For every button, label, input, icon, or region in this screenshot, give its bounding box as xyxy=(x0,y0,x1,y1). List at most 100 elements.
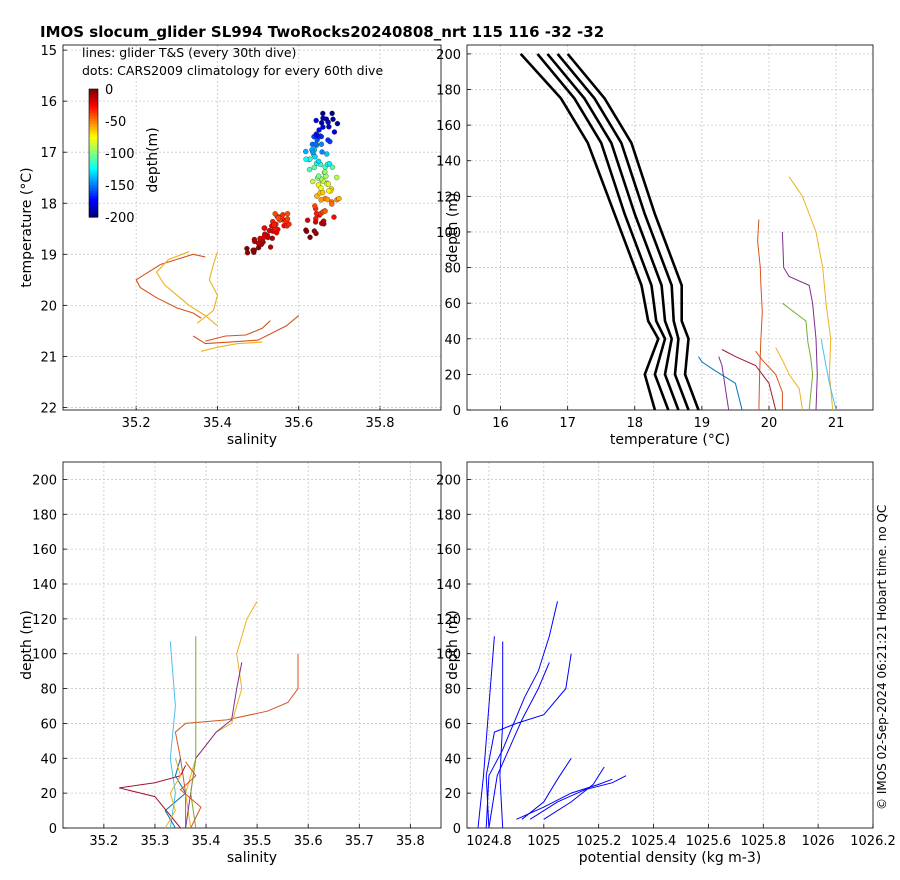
salinity-profile-line xyxy=(164,758,182,829)
climatology-dot xyxy=(250,247,256,253)
x-tick-label: 1025.6 xyxy=(686,834,732,849)
climatology-dot xyxy=(267,244,274,250)
climatology-profile-line xyxy=(556,53,690,411)
colorbar-segment xyxy=(89,113,98,116)
colorbar-segment xyxy=(89,135,98,138)
y-tick-label: 20 xyxy=(444,787,461,802)
climatology-dot xyxy=(271,222,277,228)
climatology-dot xyxy=(303,156,309,162)
legend-note: dots: CARS2009 climatology for every 60t… xyxy=(82,63,383,78)
climatology-dot xyxy=(318,141,325,147)
glider-temperature-profile xyxy=(775,347,803,411)
colorbar-tick-label: -200 xyxy=(105,211,135,226)
colorbar-segment xyxy=(89,159,98,162)
y-tick-label: 0 xyxy=(49,822,57,837)
colorbar-segment xyxy=(89,105,98,108)
climatology-dot xyxy=(312,154,318,160)
y-tick-label: 17 xyxy=(40,146,57,161)
y-tick-label: 140 xyxy=(436,578,461,593)
y-tick-label: 200 xyxy=(436,48,461,63)
climatology-dot xyxy=(318,197,324,203)
colorbar-segment xyxy=(89,171,98,174)
colorbar-segment xyxy=(89,109,98,112)
y-tick-label: 18 xyxy=(40,197,57,212)
climatology-dot xyxy=(261,234,267,241)
climatology-dot xyxy=(315,173,322,179)
colorbar-segment xyxy=(89,97,98,100)
x-tick-label: 1025 xyxy=(527,834,560,849)
climatology-dot xyxy=(325,181,332,187)
x-tick-label: 19 xyxy=(694,416,711,431)
x-tick-label: 1024.8 xyxy=(466,834,512,849)
figure-title: IMOS slocum_glider SL994 TwoRocks2024080… xyxy=(40,23,604,41)
climatology-profile-line xyxy=(519,53,660,411)
density-profile-line xyxy=(499,641,504,829)
x-axis-label: temperature (°C) xyxy=(610,432,730,448)
colorbar-segment xyxy=(89,175,98,178)
colorbar-segment xyxy=(89,209,98,212)
colorbar-segment xyxy=(89,101,98,104)
climatology-dot xyxy=(330,116,336,122)
colorbar-segment xyxy=(89,111,98,114)
glider-ts-line xyxy=(196,251,219,324)
y-tick-label: 40 xyxy=(444,333,461,348)
y-tick-label: 160 xyxy=(436,119,461,134)
climatology-dot xyxy=(315,158,322,165)
y-axis-label: temperature (°C) xyxy=(19,167,35,287)
colorbar-segment xyxy=(89,215,98,218)
colorbar-segment xyxy=(89,167,98,170)
colorbar-segment xyxy=(89,143,98,146)
glider-ts-line xyxy=(135,253,206,319)
glider-temperature-profile xyxy=(788,176,834,411)
climatology-profile-line xyxy=(566,53,700,411)
colorbar-frame xyxy=(88,88,99,218)
colorbar-segment xyxy=(89,119,98,122)
climatology-dot xyxy=(275,215,281,221)
colorbar-segment xyxy=(89,197,98,200)
climatology-dot xyxy=(320,110,326,117)
y-tick-label: 160 xyxy=(436,543,461,558)
salinity-profile-panel: 35.2 35.3 35.4 35.5 35.6 35.7 35.8 0 20 40 60 80 100… xyxy=(19,461,442,866)
x-tick-label: 20 xyxy=(761,416,778,431)
x-tick-label: 1026.2 xyxy=(850,834,896,849)
y-tick-label: 180 xyxy=(436,508,461,523)
colorbar-segment xyxy=(89,163,98,166)
colorbar-segment xyxy=(89,183,98,186)
x-tick-label: 16 xyxy=(492,416,509,431)
colorbar-segment xyxy=(89,157,98,160)
colorbar-segment xyxy=(89,141,98,144)
y-tick-label: 80 xyxy=(40,683,57,698)
x-tick-label: 17 xyxy=(559,416,576,431)
climatology-dot xyxy=(284,216,291,222)
colorbar-label: depth(m) xyxy=(145,127,161,192)
climatology-dot xyxy=(329,164,336,170)
climatology-dot xyxy=(322,169,328,175)
colorbar-segment xyxy=(89,117,98,120)
y-tick-label: 100 xyxy=(436,226,461,241)
climatology-dot xyxy=(329,110,335,117)
salinity-profile-line xyxy=(164,758,187,829)
climatology-dot xyxy=(310,149,316,155)
colorbar-segment xyxy=(89,131,98,134)
x-tick-label: 35.3 xyxy=(140,834,169,849)
colorbar-segment xyxy=(89,125,98,128)
y-tick-label: 60 xyxy=(444,717,461,732)
colorbar-tick-label: 0 xyxy=(105,83,113,98)
colorbar-segment xyxy=(89,205,98,208)
colorbar-segment xyxy=(89,151,98,154)
y-tick-label: 120 xyxy=(436,613,461,628)
y-tick-label: 140 xyxy=(436,155,461,170)
climatology-dot xyxy=(312,219,319,225)
climatology-dot xyxy=(318,185,324,191)
salinity-profile-line xyxy=(185,601,258,829)
glider-ts-line xyxy=(201,341,263,352)
climatology-dot xyxy=(323,116,330,122)
x-tick-label: 1026 xyxy=(802,834,835,849)
y-tick-label: 19 xyxy=(40,248,57,263)
salinity-profile-line xyxy=(185,662,243,829)
y-tick-label: 20 xyxy=(444,368,461,383)
colorbar-segment xyxy=(89,127,98,130)
climatology-dot xyxy=(303,227,309,233)
climatology-dot xyxy=(336,195,342,202)
colorbar-segment xyxy=(89,207,98,210)
